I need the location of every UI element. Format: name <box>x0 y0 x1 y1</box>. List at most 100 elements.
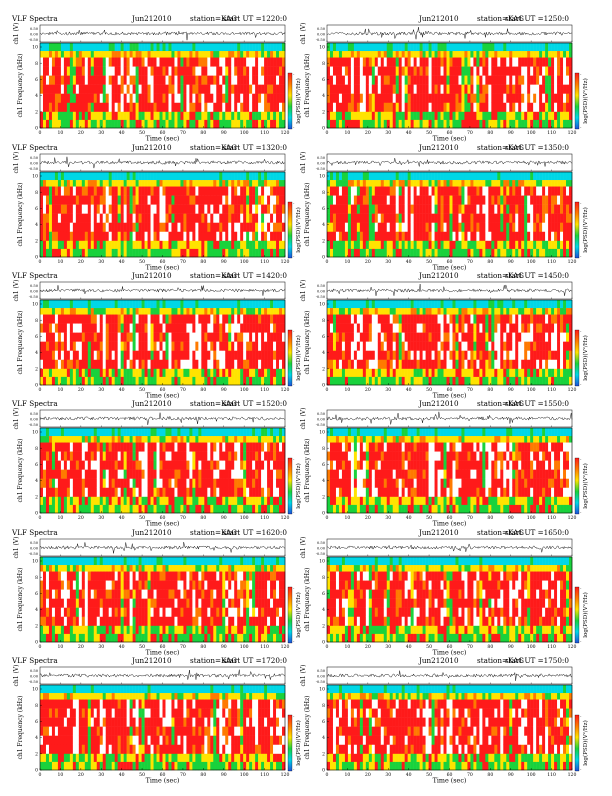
time-tick-label: 70 <box>180 644 186 650</box>
time-tick-label: 20 <box>78 515 84 521</box>
time-tick-label: 80 <box>200 772 206 778</box>
colorbar-tick-label: - <box>580 254 582 259</box>
time-tick-label: 50 <box>426 772 432 778</box>
colorbar-tick-label: - <box>293 329 295 334</box>
colorbar <box>288 202 292 258</box>
freq-tick-label: 2 <box>322 751 325 757</box>
freq-tick-label: 4 <box>35 222 38 228</box>
time-tick-label: 40 <box>119 387 125 393</box>
panel-start-time: start UT =1450:0 <box>505 271 569 280</box>
time-tick-label: 10 <box>344 387 350 393</box>
waveform-tick-label: -0.50 <box>29 295 39 299</box>
colorbar <box>575 587 579 643</box>
time-tick-label: 10 <box>344 515 350 521</box>
freq-tick-label: 6 <box>35 334 38 340</box>
waveform-frame <box>327 25 572 42</box>
colorbar <box>575 330 579 386</box>
time-tick-label: 20 <box>365 772 371 778</box>
time-tick-label: 80 <box>487 644 493 650</box>
time-tick-label: 120 <box>568 515 577 521</box>
waveform-frame <box>327 282 572 299</box>
colorbar <box>575 73 579 129</box>
panel-title: VLF Spectra <box>11 143 58 152</box>
time-tick-label: 70 <box>467 515 473 521</box>
freq-tick-label: 4 <box>322 478 325 484</box>
time-tick-label: 30 <box>385 130 391 136</box>
time-tick-label: 70 <box>467 130 473 136</box>
time-tick-label: 0 <box>39 259 42 265</box>
freq-tick-label: 10 <box>32 559 38 565</box>
colorbar-label: log(PSD)(V²/Hz) <box>582 592 589 638</box>
time-tick-label: 20 <box>78 772 84 778</box>
time-tick-label: 100 <box>240 130 249 136</box>
colorbar-tick-label: - <box>580 329 582 334</box>
time-tick-label: 50 <box>139 259 145 265</box>
freq-tick-label: 8 <box>322 61 325 67</box>
spectrogram-cells <box>327 557 572 642</box>
spectrogram-cells <box>327 43 572 128</box>
freq-tick-label: 10 <box>32 302 38 308</box>
time-tick-label: 10 <box>57 644 63 650</box>
freq-tick-label: 8 <box>35 446 38 452</box>
time-tick-label: 110 <box>547 515 556 521</box>
colorbar <box>288 458 292 514</box>
time-tick-label: 50 <box>426 130 432 136</box>
time-tick-label: 120 <box>568 772 577 778</box>
waveform-tick-label: 0.00 <box>30 32 39 36</box>
waveform-trace <box>327 412 572 425</box>
colorbar <box>575 458 579 514</box>
time-tick-label: 80 <box>487 387 493 393</box>
waveform-trace <box>327 284 572 296</box>
colorbar-tick-label: - <box>580 586 582 591</box>
time-tick-label: 0 <box>39 130 42 136</box>
time-tick-label: 80 <box>487 130 493 136</box>
freq-tick-label: 2 <box>322 366 325 372</box>
freq-tick-label: 4 <box>35 93 38 99</box>
freq-axis-label: ch1 Frequency (kHz) <box>17 567 24 631</box>
waveform-tick-label: -0.50 <box>29 680 39 684</box>
time-tick-label: 50 <box>139 772 145 778</box>
time-tick-label: 70 <box>467 387 473 393</box>
spectrogram-cells <box>327 685 572 770</box>
time-tick-label: 100 <box>240 772 249 778</box>
freq-axis-label: ch1 Frequency (kHz) <box>304 182 311 246</box>
time-tick-label: 100 <box>527 130 536 136</box>
freq-tick-label: 6 <box>35 77 38 83</box>
time-tick-label: 90 <box>508 515 514 521</box>
time-tick-label: 110 <box>260 644 269 650</box>
freq-tick-label: 10 <box>32 174 38 180</box>
waveform-trace <box>327 544 572 552</box>
colorbar-tick-label: - <box>580 382 582 387</box>
waveform-axis-label: ch1 (V) <box>13 665 20 687</box>
panel-title: VLF Spectra <box>11 399 58 408</box>
waveform-tick-label: 0.50 <box>30 156 39 160</box>
panel-start-time: start UT =1520:0 <box>223 399 287 408</box>
time-tick-label: 70 <box>180 259 186 265</box>
waveform-axis-label: ch1 (V) <box>300 537 307 559</box>
freq-tick-label: 8 <box>35 575 38 581</box>
panel-start-time: start UT =1720:0 <box>223 656 287 665</box>
waveform-frame <box>327 154 572 171</box>
time-tick-label: 30 <box>385 387 391 393</box>
time-tick-label: 120 <box>568 130 577 136</box>
panel-start-time: start UT =1650:0 <box>505 528 569 537</box>
spectrogram-cells <box>40 428 285 513</box>
freq-tick-label: 2 <box>322 238 325 244</box>
freq-tick-label: 6 <box>35 719 38 725</box>
waveform-trace <box>40 670 285 680</box>
freq-axis-label: ch1 Frequency (kHz) <box>304 567 311 631</box>
waveform-axis-label: ch1 (V) <box>300 23 307 45</box>
waveform-tick-label: 0.00 <box>30 161 39 165</box>
freq-tick-label: 4 <box>322 607 325 613</box>
time-tick-label: 70 <box>180 515 186 521</box>
time-tick-label: 50 <box>139 130 145 136</box>
freq-axis-label: ch1 Frequency (kHz) <box>304 438 311 502</box>
panel-start-time: start UT =1550:0 <box>505 399 569 408</box>
time-tick-label: 80 <box>200 644 206 650</box>
waveform-axis-label: ch1 (V) <box>13 23 20 45</box>
freq-axis-label: ch1 Frequency (kHz) <box>17 438 24 502</box>
freq-tick-label: 10 <box>319 45 325 51</box>
panel-title: VLF Spectra <box>11 271 58 280</box>
